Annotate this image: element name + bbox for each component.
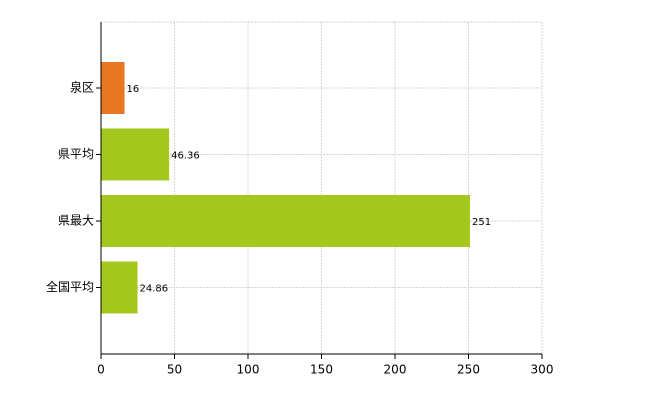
x-tick-label: 100: [237, 363, 260, 377]
value-label: 251: [472, 217, 491, 228]
y-tick-label: 泉区: [70, 81, 94, 95]
bar: [101, 261, 138, 314]
x-tick-label: 150: [310, 363, 333, 377]
bar: [101, 128, 170, 181]
bar: [101, 62, 125, 114]
x-tick-label: 200: [384, 363, 407, 377]
y-tick-label: 県平均: [58, 147, 94, 161]
x-tick-label: 0: [97, 363, 105, 377]
value-label: 46.36: [171, 151, 200, 162]
y-tick-label: 全国平均: [46, 279, 94, 294]
x-tick-label: 300: [531, 363, 554, 377]
x-tick-label: 250: [457, 363, 480, 377]
bar: [101, 195, 470, 247]
value-label: 24.86: [140, 284, 169, 295]
y-tick-label: 県最大: [58, 214, 94, 228]
x-tick-label: 50: [167, 363, 182, 377]
value-label: 16: [127, 84, 140, 95]
